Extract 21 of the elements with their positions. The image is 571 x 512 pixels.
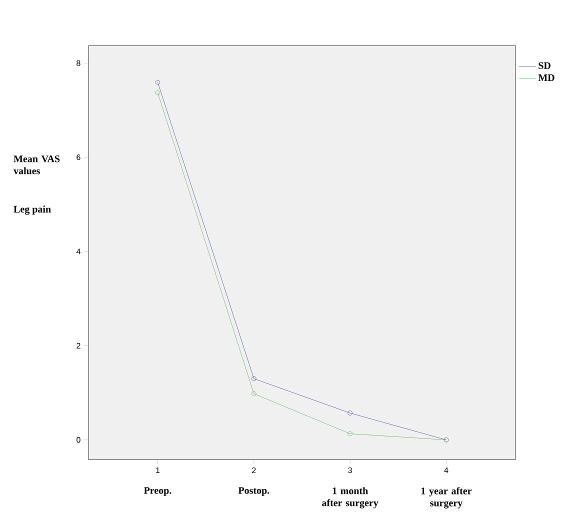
- y-tick-label: 6: [76, 154, 80, 160]
- point: [348, 431, 352, 436]
- y-tick-label: 4: [76, 248, 80, 254]
- text: 1 year after surgery: [421, 487, 472, 509]
- legend-label: MD: [538, 74, 554, 82]
- x-tick-label: 3: [348, 468, 352, 474]
- x-tick-label: 2: [252, 468, 256, 474]
- x-tick-label: 4: [444, 468, 448, 474]
- text: Postop.: [238, 487, 270, 496]
- y-tick-label: 2: [76, 343, 80, 349]
- y-axis-title: Mean VAS values: [14, 156, 60, 174]
- point: [251, 376, 256, 382]
- y-tick-label: 8: [76, 60, 80, 66]
- text: Preop.: [144, 487, 172, 496]
- x-tick-label: 1: [156, 468, 160, 474]
- point: [251, 391, 256, 396]
- point: [348, 410, 352, 416]
- text: 1 month after surgery: [322, 487, 378, 508]
- legend-label: SD: [538, 62, 550, 70]
- y-tick-label: 0: [76, 437, 80, 443]
- text: Leg pain: [14, 206, 51, 215]
